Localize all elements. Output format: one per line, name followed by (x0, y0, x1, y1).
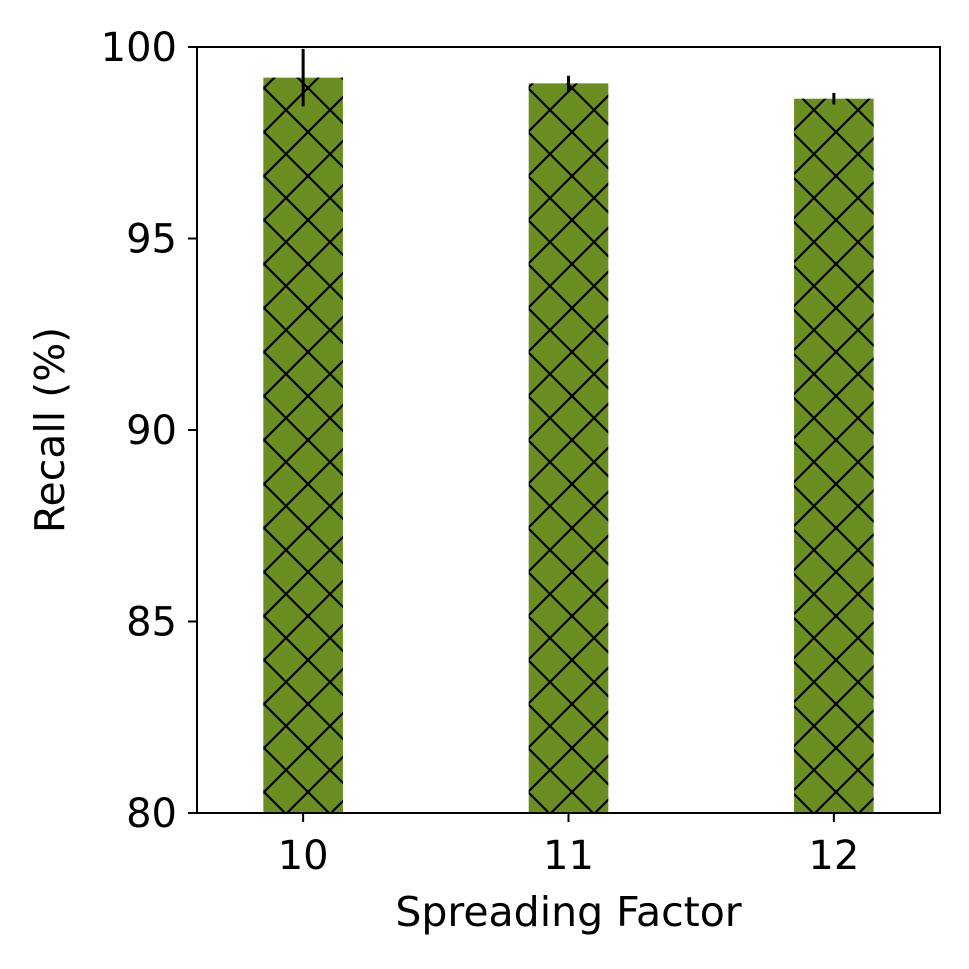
bar-hatch-12 (794, 98, 874, 813)
y-tick-label: 85 (126, 600, 177, 646)
y-tick-label: 95 (126, 217, 177, 263)
y-tick-label: 90 (126, 408, 177, 454)
y-axis-label: Recall (%) (26, 327, 74, 533)
y-axis: 80 85 90 95 100 (101, 25, 197, 837)
y-tick-label: 80 (126, 791, 177, 837)
x-axis: 10 11 12 (278, 813, 859, 879)
bars-layer (263, 77, 874, 813)
x-axis-label: Spreading Factor (395, 888, 741, 936)
y-tick-label: 100 (101, 25, 177, 71)
bar-hatch-10 (263, 77, 343, 813)
x-tick-label: 10 (278, 833, 329, 879)
errorbars-layer (301, 48, 836, 107)
x-tick-label: 12 (808, 833, 859, 879)
x-tick-label: 11 (543, 833, 594, 879)
bar-hatch-11 (528, 83, 609, 813)
